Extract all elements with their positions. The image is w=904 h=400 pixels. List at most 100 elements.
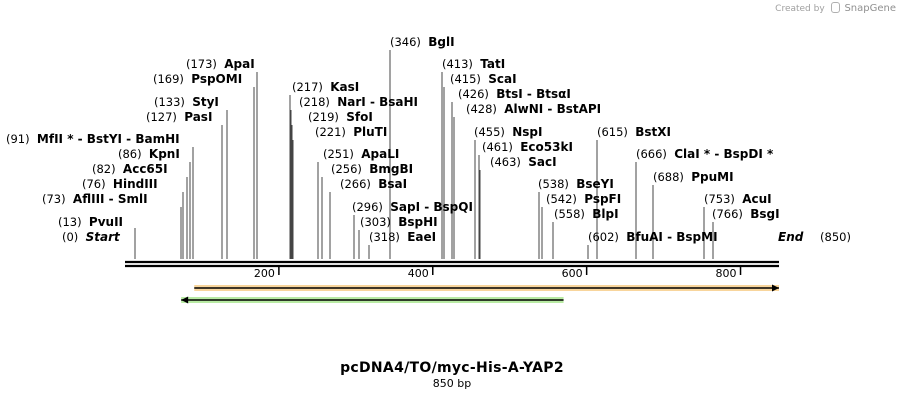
site-label[interactable]: (133) StyI — [154, 95, 219, 109]
site-label[interactable]: (173) ApaI — [186, 57, 255, 71]
enzyme-name: - BtsαI — [523, 87, 571, 101]
enzyme-name: BlpI — [592, 207, 618, 221]
site-label[interactable]: (413) TatI — [442, 57, 505, 71]
site-label[interactable]: (538) BseYI — [538, 177, 614, 191]
site-label[interactable]: (463) SacI — [490, 155, 557, 169]
site-position: (82) — [92, 162, 123, 176]
site-position: (346) — [390, 35, 428, 49]
site-position: (169) — [153, 72, 191, 86]
enzyme-name: PspFI — [584, 192, 621, 206]
enzyme-name: ApaLI — [361, 147, 399, 161]
site-label[interactable]: (76) HindIII — [82, 177, 158, 191]
enzyme-name: BglI — [428, 35, 454, 49]
site-position: (86) — [118, 147, 149, 161]
site-label[interactable]: (753) AcuI — [704, 192, 772, 206]
site-position: (266) — [340, 177, 378, 191]
enzyme-name: SacI — [528, 155, 556, 169]
enzyme-name: SapI — [390, 200, 420, 214]
site-label[interactable]: (542) PspFI — [546, 192, 621, 206]
site-position: (133) — [154, 95, 192, 109]
end-position: (850) — [820, 230, 851, 244]
site-position: (256) — [331, 162, 369, 176]
enzyme-name: - BspMI — [663, 230, 718, 244]
site-label[interactable]: (558) BlpI — [554, 207, 619, 221]
enzyme-name: NspI — [512, 125, 542, 139]
credit-brand: SnapGene — [844, 3, 896, 14]
site-label[interactable]: (217) KasI — [292, 80, 359, 94]
end-name: End — [778, 230, 820, 244]
ruler-tick-label: 600 — [562, 267, 583, 280]
enzyme-name: KpnI — [149, 147, 180, 161]
site-label[interactable]: (169) PspOMI — [153, 72, 242, 86]
enzyme-name: BmgBI — [369, 162, 413, 176]
enzyme-name: PspOMI — [191, 72, 242, 86]
site-label[interactable]: (91) MfII * - BstYI - BamHI — [6, 132, 180, 146]
enzyme-name: NarI — [337, 95, 366, 109]
site-position: (602) — [588, 230, 626, 244]
enzyme-name: - BstAPI — [543, 102, 601, 116]
site-label[interactable]: (461) Eco53kI — [482, 140, 573, 154]
site-position: (296) — [352, 200, 390, 214]
plasmid-map: (91) MfII * - BstYI - BamHI(86) KpnI(82)… — [6, 35, 851, 304]
reverse-feature-arrow[interactable] — [181, 296, 564, 304]
site-position: (558) — [554, 207, 592, 221]
enzyme-name: BtsI — [496, 87, 523, 101]
site-position: (461) — [482, 140, 520, 154]
enzyme-name: BfuAI — [626, 230, 663, 244]
site-label[interactable]: (127) PasI — [146, 110, 212, 124]
site-label[interactable]: (688) PpuMI — [653, 170, 734, 184]
enzyme-name: - BspDI — [710, 147, 763, 161]
enzyme-name: - BstYI — [73, 132, 122, 146]
site-label[interactable]: (318) EaeI — [369, 230, 436, 244]
site-position: (218) — [299, 95, 337, 109]
site-label[interactable]: (256) BmgBI — [331, 162, 413, 176]
methylation-asterisk: * — [763, 147, 774, 161]
site-position: (766) — [712, 207, 750, 221]
enzyme-name: - SmlI — [105, 192, 148, 206]
enzyme-name: BsgI — [750, 207, 779, 221]
site-label[interactable]: (13) PvuII — [58, 215, 123, 229]
site-label[interactable]: (303) BspHI — [360, 215, 438, 229]
site-position: (91) — [6, 132, 37, 146]
enzyme-name: AlwNI — [504, 102, 543, 116]
enzyme-name: - BamHI — [122, 132, 180, 146]
enzyme-name: ApaI — [224, 57, 254, 71]
site-label[interactable]: (615) BstXI — [597, 125, 671, 139]
site-label[interactable]: (219) SfoI — [308, 110, 373, 124]
site-label[interactable]: (455) NspI — [474, 125, 542, 139]
enzyme-name: Eco53kI — [520, 140, 573, 154]
site-label[interactable]: (86) KpnI — [118, 147, 180, 161]
methylation-asterisk: * — [700, 147, 711, 161]
site-label[interactable]: (218) NarI - BsaHI — [299, 95, 418, 109]
site-label[interactable]: (251) ApaLI — [323, 147, 399, 161]
site-position: (251) — [323, 147, 361, 161]
site-label[interactable]: (221) PluTI — [315, 125, 387, 139]
enzyme-name: PpuMI — [691, 170, 733, 184]
ruler-tick-label: 400 — [408, 267, 429, 280]
forward-feature-arrow[interactable] — [194, 284, 779, 292]
snapgene-logo-icon — [830, 2, 840, 13]
site-label[interactable]: (428) AlwNI - BstAPI — [466, 102, 601, 116]
site-label[interactable]: (266) BsaI — [340, 177, 407, 191]
enzyme-name: BsaI — [378, 177, 407, 191]
arrow-left-icon — [181, 296, 189, 304]
site-label[interactable]: (766) BsgI — [712, 207, 780, 221]
site-label[interactable]: (346) BglI — [390, 35, 455, 49]
site-position: (753) — [704, 192, 742, 206]
enzyme-name: Acc65I — [123, 162, 168, 176]
site-label[interactable]: (602) BfuAI - BspMI — [588, 230, 718, 244]
site-position: (463) — [490, 155, 528, 169]
site-label[interactable]: (426) BtsI - BtsαI — [458, 87, 571, 101]
site-position: (428) — [466, 102, 504, 116]
site-label[interactable]: (296) SapI - BspQI — [352, 200, 473, 214]
site-position: (413) — [442, 57, 480, 71]
site-position: (13) — [58, 215, 89, 229]
site-label[interactable]: (82) Acc65I — [92, 162, 168, 176]
site-label[interactable]: (666) ClaI * - BspDI * — [636, 147, 774, 161]
site-label[interactable]: (73) AflIII - SmlI — [42, 192, 148, 206]
enzyme-name: MfII — [37, 132, 63, 146]
site-label[interactable]: (415) ScaI — [450, 72, 517, 86]
site-position: (415) — [450, 72, 488, 86]
enzyme-name: ScaI — [488, 72, 516, 86]
enzyme-name: ClaI — [674, 147, 699, 161]
